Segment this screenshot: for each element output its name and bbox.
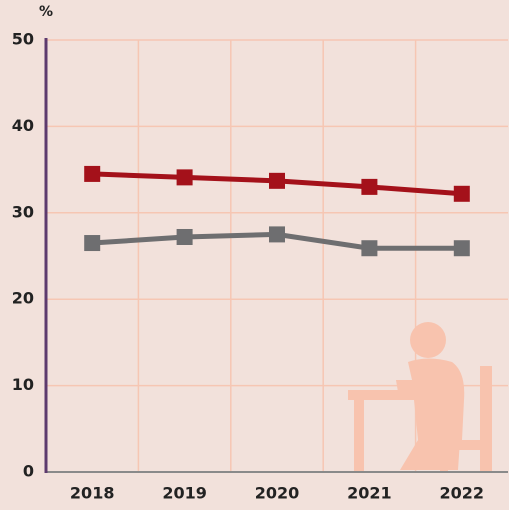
point-marker xyxy=(361,178,378,195)
student-icon xyxy=(348,322,492,472)
y-tick-label: 0 xyxy=(23,462,34,481)
point-marker xyxy=(453,240,470,257)
x-tick-label: 2020 xyxy=(255,484,300,503)
y-tick-label: 20 xyxy=(12,289,34,308)
y-tick-label: 40 xyxy=(12,116,34,135)
point-marker xyxy=(84,235,101,252)
x-tick-label: 2018 xyxy=(70,484,115,503)
grid xyxy=(46,39,508,472)
point-marker xyxy=(453,185,470,202)
y-tick-label: 50 xyxy=(12,30,34,49)
y-tick-label: 10 xyxy=(12,375,34,394)
point-marker xyxy=(176,228,193,245)
y-axis-label: % xyxy=(39,4,53,20)
y-tick-label: 30 xyxy=(12,202,34,221)
x-tick-label: 2022 xyxy=(440,484,485,503)
point-marker xyxy=(269,172,285,189)
point-marker xyxy=(361,240,378,257)
point-marker xyxy=(84,165,101,182)
x-tick-label: 2019 xyxy=(162,484,207,503)
point-marker xyxy=(176,169,193,186)
x-tick-label: 2021 xyxy=(347,484,392,503)
point-marker xyxy=(269,226,285,243)
